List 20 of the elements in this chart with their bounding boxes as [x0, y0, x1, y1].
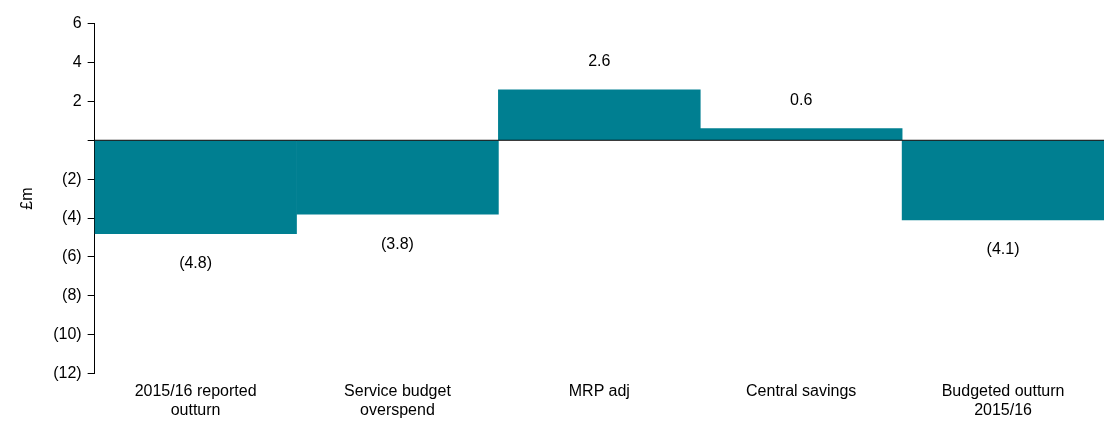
y-tick-label: (8) — [62, 286, 82, 304]
y-tick-label: (4) — [62, 208, 82, 226]
y-tick-label: 4 — [72, 52, 82, 70]
y-tick-label: (6) — [62, 247, 82, 265]
y-tick-label: (12) — [53, 364, 82, 382]
x-tick-label: Service budget overspend — [344, 381, 452, 418]
data-label: (3.8) — [381, 234, 414, 252]
x-tick-label: 2015/16 reported outturn — [134, 381, 257, 418]
y-axis-title: £m — [18, 187, 36, 210]
data-label: (4.8) — [179, 254, 213, 272]
y-tick-label: (10) — [53, 325, 82, 343]
data-label: 2.6 — [588, 52, 611, 70]
data-label: 0.6 — [790, 91, 813, 109]
data-label: (4.1) — [986, 240, 1020, 258]
x-tick-label: MRP adj — [568, 381, 630, 399]
y-tick-label: (2) — [62, 169, 82, 187]
x-tick-label: Budgeted outturn 2015/16 — [941, 381, 1065, 418]
x-tick-label: Central savings — [746, 381, 857, 399]
y-tick-label: 2 — [72, 91, 82, 109]
y-tick-label: 6 — [72, 14, 82, 32]
